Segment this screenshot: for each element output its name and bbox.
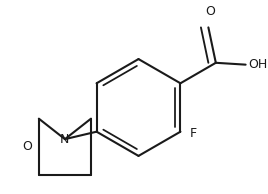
Text: OH: OH xyxy=(248,58,268,71)
Text: O: O xyxy=(23,140,33,153)
Text: O: O xyxy=(205,5,215,18)
Text: N: N xyxy=(60,133,70,146)
Text: F: F xyxy=(190,127,197,140)
